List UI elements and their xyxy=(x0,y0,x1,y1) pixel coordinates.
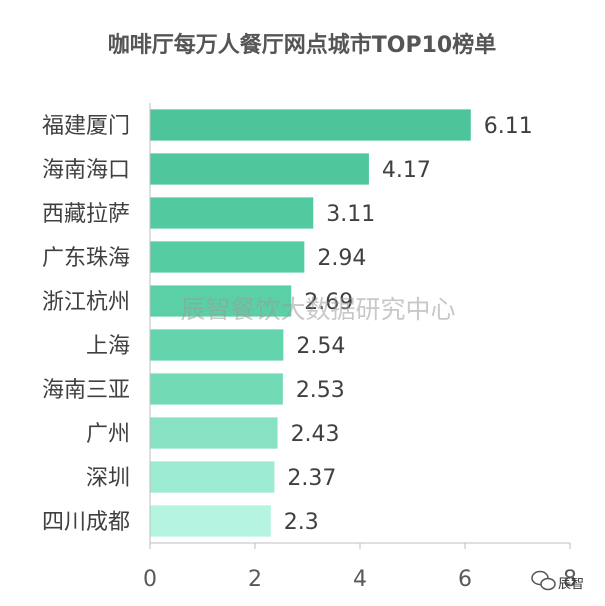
data-label: 3.11 xyxy=(326,202,375,227)
bar xyxy=(150,461,275,493)
logo-text: 辰智 xyxy=(558,577,584,592)
category-label: 海南三亚 xyxy=(42,378,130,403)
category-label: 广州 xyxy=(86,422,130,447)
x-tick-label: 4 xyxy=(353,567,367,592)
data-label: 4.17 xyxy=(382,158,431,183)
category-label: 深圳 xyxy=(86,466,130,491)
bar xyxy=(150,197,314,229)
bar xyxy=(150,329,284,361)
wechat-icon xyxy=(531,570,556,591)
data-label: 2.37 xyxy=(287,466,336,491)
bar xyxy=(150,505,271,537)
data-label: 2.3 xyxy=(284,510,319,535)
category-label: 四川成都 xyxy=(42,510,130,535)
data-label: 2.43 xyxy=(291,422,340,447)
watermark-text: 辰智餐饮大数据研究中心 xyxy=(180,295,455,324)
x-tick-label: 6 xyxy=(458,567,472,592)
plot-area: 福建厦门 6.11 海南海口 4.17 西藏拉萨 3.11 广东珠海 2.94 浙江杭州 2.69… xyxy=(42,103,577,592)
x-tick-label: 8 xyxy=(563,567,577,592)
category-label: 西藏拉萨 xyxy=(42,202,130,227)
category-label: 浙江杭州 xyxy=(42,290,130,315)
data-label: 2.69 xyxy=(304,290,353,315)
x-tick-label: 0 xyxy=(143,567,157,592)
bar xyxy=(150,417,278,449)
category-label: 海南海口 xyxy=(42,158,130,183)
wechat-logo: 辰智 xyxy=(531,570,584,592)
bar xyxy=(150,241,305,273)
bar xyxy=(150,109,471,141)
bar xyxy=(150,373,283,405)
data-label: 2.53 xyxy=(296,378,345,403)
bar xyxy=(150,285,292,317)
data-label: 6.11 xyxy=(484,114,533,139)
chart-title: 咖啡厅每万人餐厅网点城市TOP10榜单 xyxy=(108,32,496,58)
data-label: 2.94 xyxy=(317,246,366,271)
category-label: 广东珠海 xyxy=(42,246,130,271)
category-label: 福建厦门 xyxy=(42,114,130,139)
bar xyxy=(150,153,369,185)
x-tick-label: 2 xyxy=(248,567,262,592)
category-label: 上海 xyxy=(86,334,130,359)
data-label: 2.54 xyxy=(296,334,345,359)
